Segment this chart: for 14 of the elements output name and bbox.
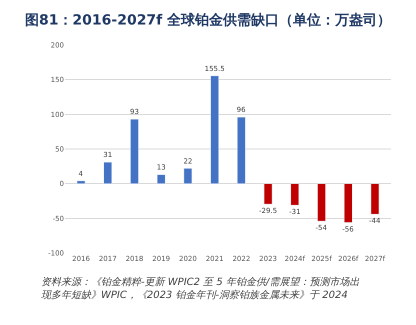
bar [370,183,380,214]
bar [344,183,352,223]
chart-title: 图81：2016-2027f 全球铂金供需缺口（单位：万盎司） [24,12,392,28]
bar [210,76,219,184]
bar [317,183,326,222]
bar [76,180,86,184]
bar [104,162,112,184]
bar [237,116,246,184]
bar [184,168,192,184]
bar [130,118,139,184]
bar [290,183,300,206]
bar [264,183,272,204]
bar [156,174,166,184]
text: 资料来源：《铂金精粹-更新 WPIC2 至 5 年铂金供/需展望：预测市场出现多年短缺》WPIC，《2023 铂金年刊-洞察铂族金属未来》于 2024 [41,276,360,301]
